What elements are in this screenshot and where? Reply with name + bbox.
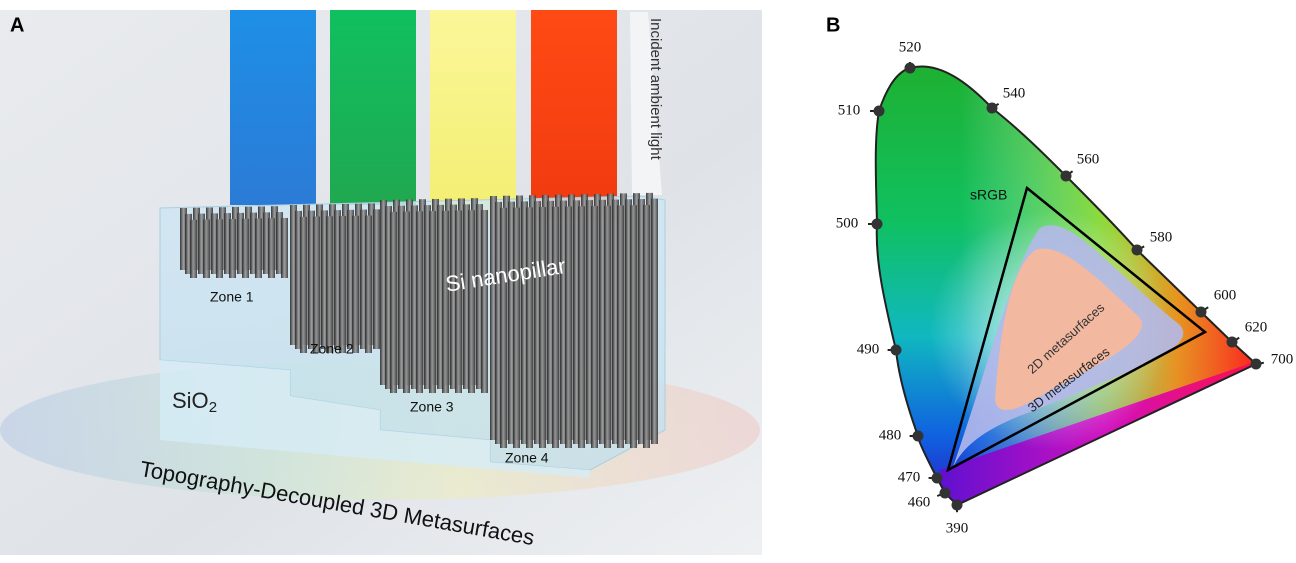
wavelength-dot xyxy=(987,103,998,114)
green-beam xyxy=(330,10,416,205)
wavelength-label: 520 xyxy=(899,39,922,55)
nanopillar xyxy=(429,211,436,393)
zone-label: Zone 3 xyxy=(410,399,454,415)
wavelength-dot xyxy=(913,431,924,442)
wavelength-dot xyxy=(1132,245,1143,256)
substrate-formula: SiO xyxy=(172,388,209,413)
nanopillar xyxy=(481,210,488,393)
wavelength-dot xyxy=(1196,307,1207,318)
wavelength-dot xyxy=(1227,337,1238,348)
nanopillar xyxy=(617,205,624,448)
nanopillar xyxy=(468,210,475,393)
zone-label: Zone 1 xyxy=(210,289,254,305)
wavelength-dot xyxy=(872,219,883,230)
nanopillar xyxy=(552,207,559,448)
nanopillar xyxy=(651,199,658,444)
nanopillar xyxy=(216,219,223,278)
wavelength-label: 480 xyxy=(879,427,902,443)
wavelength-label: 470 xyxy=(898,469,921,485)
nanopillar xyxy=(442,211,449,393)
wavelength-label: 540 xyxy=(1003,85,1026,101)
nanopillar xyxy=(326,216,333,353)
wavelength-dot xyxy=(1061,171,1072,182)
nanopillar xyxy=(339,216,346,353)
yellow-beam xyxy=(430,10,516,220)
nanopillar xyxy=(403,212,410,393)
nanopillar xyxy=(526,207,533,448)
nanopillar xyxy=(565,207,572,449)
nanopillar xyxy=(313,217,320,353)
zone-label: Zone 2 xyxy=(310,341,354,357)
srgb-label: sRGB xyxy=(970,187,1007,203)
nanopillar xyxy=(643,205,650,448)
wavelength-label: 500 xyxy=(836,215,859,231)
nanopillar xyxy=(242,219,249,278)
nanopillar xyxy=(455,211,462,394)
nanopillar xyxy=(190,220,197,278)
figure: A Incident ambient light Si nanopillar Z… xyxy=(0,0,1296,563)
wavelength-dot xyxy=(1251,359,1262,370)
nanopillar xyxy=(365,216,372,354)
wavelength-label: 460 xyxy=(908,494,931,510)
nanopillar xyxy=(390,212,397,393)
nanopillar xyxy=(578,206,585,448)
nanopillar xyxy=(255,219,262,279)
nanopillar xyxy=(203,220,210,278)
incident-light-label: Incident ambient light xyxy=(647,18,664,161)
nanopillar xyxy=(300,217,307,353)
nanopillar xyxy=(373,209,380,349)
wavelength-label: 510 xyxy=(838,102,861,118)
blue-beam xyxy=(230,10,316,205)
wavelength-label: 600 xyxy=(1214,287,1237,303)
nanopillar xyxy=(268,218,275,278)
wavelength-dot xyxy=(952,500,963,511)
nanopillar xyxy=(416,211,423,393)
wavelength-label: 580 xyxy=(1150,229,1173,245)
substrate-subscript: 2 xyxy=(209,399,217,416)
wavelength-dot xyxy=(932,473,943,484)
wavelength-dot xyxy=(891,345,902,356)
nanopillar xyxy=(513,208,520,448)
panel-label: B xyxy=(826,14,840,36)
wavelength-dot xyxy=(940,488,951,499)
nanopillar xyxy=(229,219,236,278)
nanopillar xyxy=(539,207,546,448)
nanopillar xyxy=(604,206,611,448)
wavelength-dot xyxy=(874,106,885,117)
wavelength-label: 390 xyxy=(946,520,969,536)
nanopillar xyxy=(591,206,598,448)
nanopillar xyxy=(630,205,637,448)
panel-label: A xyxy=(10,14,24,36)
nanopillar xyxy=(352,216,359,353)
nanopillar xyxy=(281,218,288,278)
wavelength-label: 560 xyxy=(1077,151,1100,167)
wavelength-label: 700 xyxy=(1271,351,1294,367)
wavelength-label: 490 xyxy=(857,341,880,357)
wavelength-dot xyxy=(905,63,916,74)
nanopillar xyxy=(500,208,507,448)
red-beam xyxy=(531,10,617,220)
zone-label: Zone 4 xyxy=(505,450,549,466)
wavelength-label: 620 xyxy=(1245,319,1268,335)
